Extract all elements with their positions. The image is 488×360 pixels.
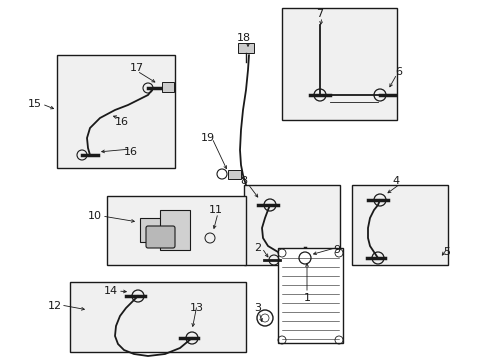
Bar xyxy=(351,185,447,265)
Bar xyxy=(57,55,175,168)
Text: 14: 14 xyxy=(104,286,118,296)
Text: 1: 1 xyxy=(303,293,310,303)
Bar xyxy=(227,170,241,179)
Bar xyxy=(70,282,245,352)
Text: 4: 4 xyxy=(392,176,399,186)
Bar xyxy=(107,196,245,265)
Text: 13: 13 xyxy=(190,303,203,313)
Text: 10: 10 xyxy=(88,211,102,221)
Text: 3: 3 xyxy=(254,303,261,313)
Text: 16: 16 xyxy=(124,147,138,157)
Text: 12: 12 xyxy=(48,301,62,311)
Text: 2: 2 xyxy=(254,243,261,253)
Bar xyxy=(238,43,253,53)
Text: 15: 15 xyxy=(28,99,42,109)
Text: 6: 6 xyxy=(395,67,402,77)
Bar xyxy=(282,8,396,120)
Bar xyxy=(244,185,339,265)
Bar xyxy=(160,210,190,250)
Text: 16: 16 xyxy=(115,117,129,127)
Text: 19: 19 xyxy=(201,133,215,143)
Text: 9: 9 xyxy=(333,245,340,255)
FancyBboxPatch shape xyxy=(146,226,175,248)
Bar xyxy=(140,218,187,242)
Bar xyxy=(278,248,342,343)
Text: 18: 18 xyxy=(237,33,250,43)
Text: 5: 5 xyxy=(443,247,449,257)
Text: 17: 17 xyxy=(130,63,144,73)
Text: 11: 11 xyxy=(208,205,223,215)
Bar xyxy=(162,82,174,92)
Text: 8: 8 xyxy=(240,176,247,186)
Text: 7: 7 xyxy=(316,9,323,19)
